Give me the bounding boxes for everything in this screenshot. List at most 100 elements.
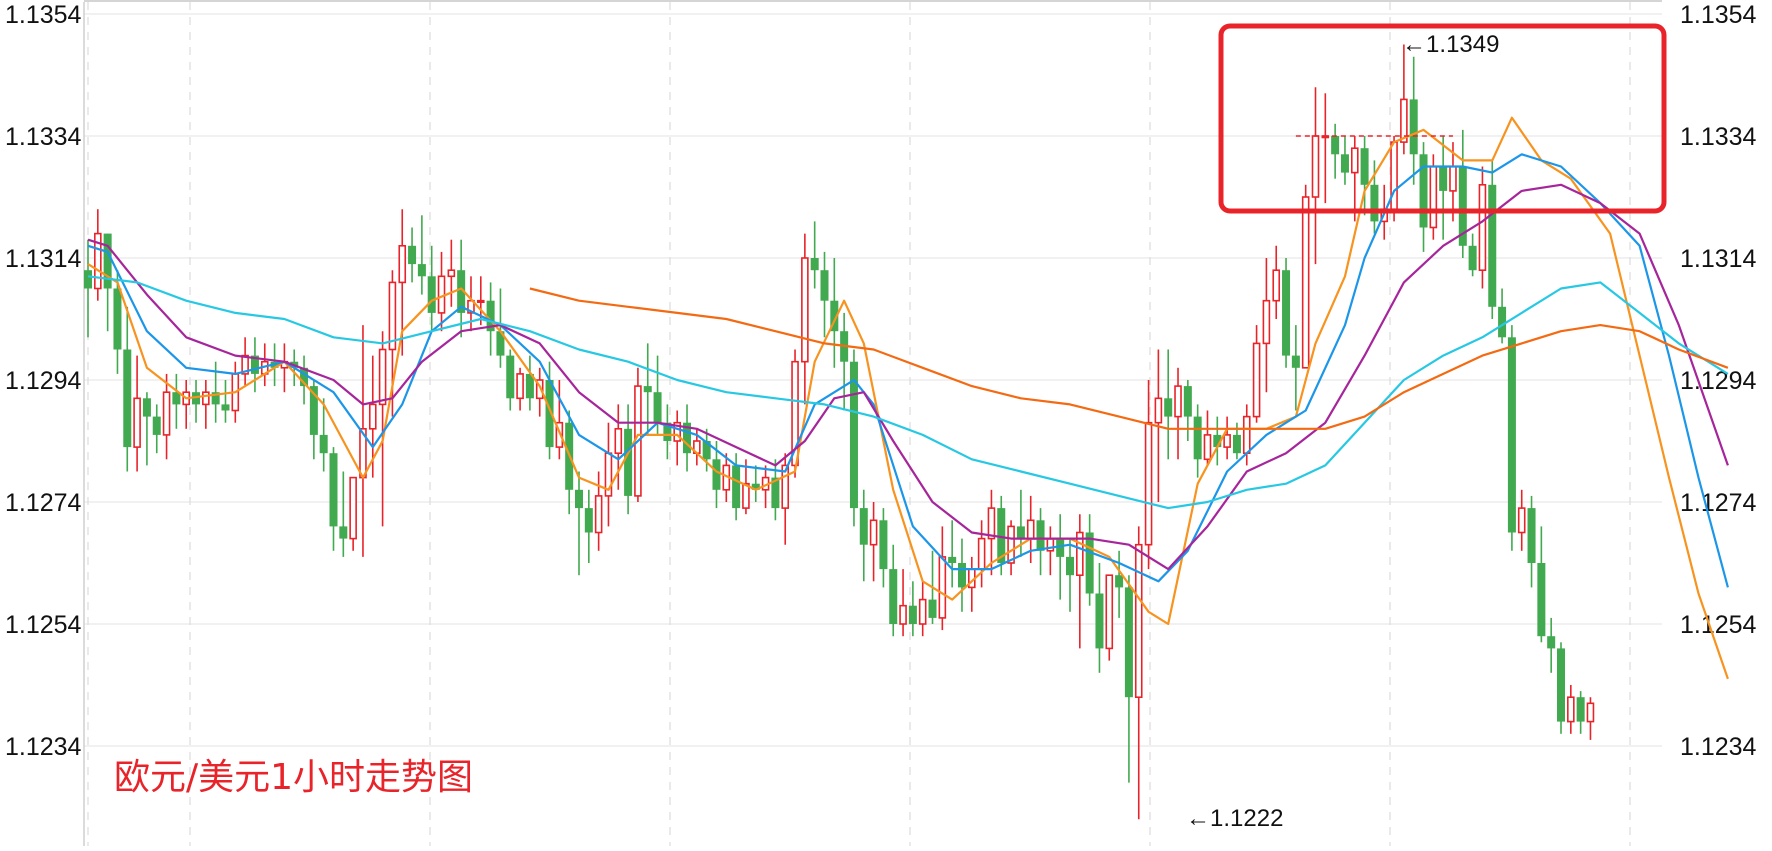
candle-body-down	[1537, 563, 1546, 637]
candle-body-down	[1213, 434, 1222, 448]
y-axis-left: 1.1354 1.1334 1.1314 1.1294 1.1274 1.1254 1.12…	[5, 1, 82, 761]
candle-body-down	[584, 508, 593, 533]
candle-body-up	[1134, 543, 1143, 699]
highlight-box	[1218, 23, 1667, 214]
y-axis-right: 1.1354 1.1334 1.1314 1.1294 1.1274 1.1254 1.12…	[1680, 1, 1757, 761]
candle-body-down	[496, 331, 505, 356]
candle-body-down	[849, 361, 858, 509]
candle-body-down	[250, 355, 259, 374]
candle-body-down	[1370, 184, 1379, 222]
candles	[84, 44, 1595, 820]
candle-body-down	[1576, 697, 1585, 722]
candle-body-down	[1439, 166, 1448, 191]
candle-body-up	[555, 421, 564, 448]
high-annotation: ←1.1349	[1402, 30, 1500, 58]
candle-body-down	[211, 392, 220, 405]
candle-body-down	[1291, 355, 1300, 368]
moving-average-lines	[87, 116, 1729, 680]
candle-body-up	[614, 427, 623, 454]
candle-body-up	[535, 379, 544, 400]
candle-body-down	[1557, 648, 1565, 722]
candle-body-up	[1242, 415, 1251, 455]
candle-body-up	[388, 281, 397, 351]
candle-body-up	[673, 421, 682, 442]
candle-body-down	[1193, 416, 1202, 460]
candle-body-up	[742, 482, 750, 509]
candle-body-up	[1350, 147, 1359, 174]
candle-body-down	[1419, 154, 1428, 228]
candle-body-down	[1085, 532, 1094, 594]
annotations	[1218, 23, 1667, 214]
candle-body-down	[1124, 587, 1133, 698]
candle-body-down	[702, 441, 711, 460]
grid	[83, 0, 1662, 846]
candle-body-up	[1449, 165, 1457, 192]
candle-body-down	[1527, 508, 1536, 563]
y-tick-label-left: 1.1334	[5, 123, 82, 151]
moving-average-ma2	[87, 153, 1729, 588]
y-tick-label-left: 1.1274	[5, 489, 82, 517]
candle-body-up	[1007, 525, 1015, 564]
candle-body-down	[192, 392, 201, 405]
candle-body-up	[1301, 196, 1310, 369]
candle-body-down	[859, 508, 868, 545]
candle-body-up	[987, 507, 996, 540]
y-tick-label-right: 1.1314	[1680, 245, 1757, 273]
candle-body-down	[712, 459, 721, 490]
candle-body-up	[1174, 385, 1182, 418]
moving-average-ma3	[87, 183, 1729, 571]
candle-body-down	[221, 404, 230, 411]
candle-body-down	[928, 599, 937, 618]
candle-body-down	[820, 270, 829, 301]
candle-body-down	[1468, 245, 1477, 271]
candle-body-down	[830, 300, 839, 332]
candle-body-down	[427, 276, 436, 313]
candle-body-down	[113, 288, 122, 350]
candle-body-down	[948, 556, 957, 563]
candle-body-down	[408, 245, 417, 265]
candle-body-up	[1429, 165, 1438, 229]
candle-body-down	[624, 428, 633, 496]
candle-body-down	[653, 392, 662, 423]
y-tick-label-left: 1.1254	[5, 611, 82, 639]
candle-body-down	[1458, 166, 1467, 246]
candle-body-down	[663, 422, 672, 441]
candle-body-down	[643, 386, 652, 393]
candle-body-down	[142, 398, 151, 417]
candle-body-up	[133, 397, 141, 448]
candle-body-down	[683, 422, 692, 454]
candle-body-down	[1507, 337, 1516, 533]
candle-body-up	[378, 348, 387, 406]
candle-body-up	[899, 604, 907, 625]
candle-body-down	[457, 270, 466, 313]
candle-body-up	[918, 598, 927, 625]
candle-body-up	[594, 495, 603, 534]
moving-average-ma4	[87, 275, 1729, 510]
candle-body-up	[1517, 507, 1526, 534]
candle-body-down	[1036, 520, 1045, 551]
y-tick-label-right: 1.1254	[1680, 611, 1757, 639]
candle-body-down	[339, 526, 348, 539]
y-tick-label-left: 1.1314	[5, 245, 82, 273]
candle-body-down	[1360, 148, 1369, 185]
candle-body-up	[1026, 519, 1035, 540]
candle-body-up	[1311, 135, 1320, 198]
candle-body-down	[506, 355, 515, 399]
candle-body-up	[516, 373, 524, 400]
candle-body-up	[781, 464, 790, 509]
candle-body-down	[1016, 526, 1025, 539]
candle-body-up	[869, 519, 878, 546]
candle-body-down	[1409, 99, 1418, 155]
moving-average-ma5	[529, 287, 1729, 430]
candle-body-down	[1164, 398, 1173, 417]
candle-body-down	[1331, 136, 1340, 155]
candle-body-up	[1262, 299, 1271, 345]
candle-body-down	[1056, 538, 1065, 557]
candle-body-down	[103, 233, 112, 289]
candle-body-down	[545, 380, 554, 448]
y-tick-label-left: 1.1354	[5, 1, 82, 29]
candle-body-up	[938, 556, 947, 619]
candle-body-down	[575, 489, 583, 509]
